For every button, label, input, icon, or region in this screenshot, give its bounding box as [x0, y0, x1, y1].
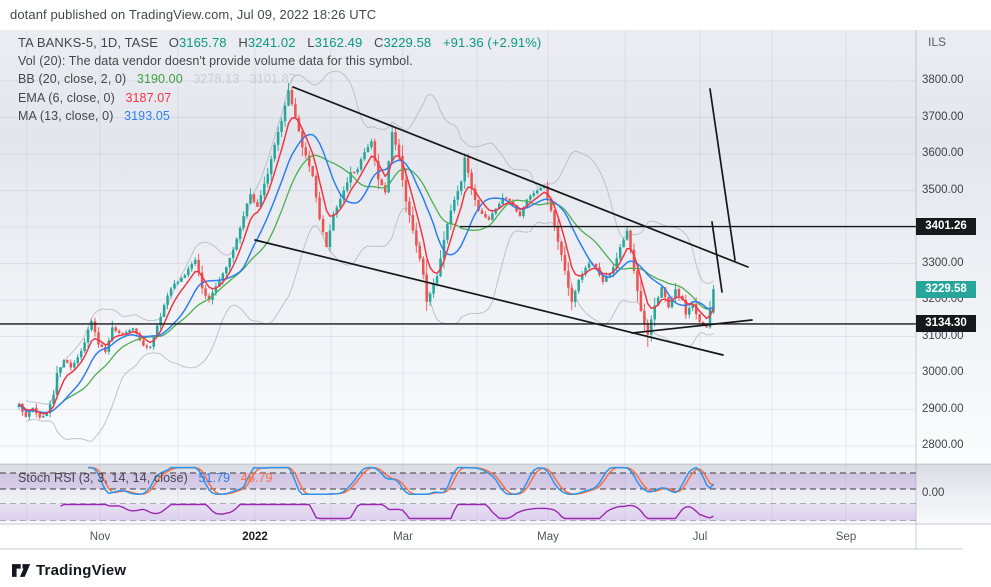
ma-value: 3193.05 — [124, 109, 170, 123]
stoch-zero-tick: 0.00 — [922, 487, 945, 499]
price-tick: 3600.00 — [922, 147, 964, 159]
ema-value: 3187.07 — [125, 90, 172, 105]
time-tick: Jul — [692, 531, 708, 543]
price-tick: 3000.00 — [922, 366, 964, 378]
time-tick: Nov — [89, 531, 111, 543]
high-value: 3241.02 — [247, 35, 296, 50]
stoch-k-value: 51.79 — [198, 471, 231, 485]
legend-bb-row: BB (20, close, 2, 0) 3190.00 3278.13 310… — [18, 72, 296, 86]
time-tick: May — [537, 531, 559, 543]
close-key: C — [374, 35, 384, 50]
legend-volume-row: Vol (20): The data vendor doesn't provid… — [18, 54, 413, 68]
ema-name: EMA (6, close, 0) — [18, 90, 115, 105]
price-tick: 2800.00 — [922, 439, 964, 451]
footer: TradingView — [0, 553, 991, 587]
low-value: 3162.49 — [314, 35, 363, 50]
volume-notice: Vol (20): The data vendor doesn't provid… — [18, 54, 413, 68]
open-key: O — [168, 35, 179, 50]
change-value: +91.36 (+2.91%) — [442, 35, 542, 50]
close-value: 3229.58 — [383, 35, 432, 50]
publish-text: dotanf published on TradingView.com, Jul… — [10, 7, 377, 22]
price-tick: 3100.00 — [922, 329, 964, 342]
bb-upper-value: 3278.13 — [193, 72, 240, 86]
high-key: H — [238, 35, 248, 50]
legend-ma-row: MA (13, close, 0) 3193.05 — [18, 109, 170, 123]
legend-stoch-row: Stoch RSI (3, 3, 14, 14, close) 51.79 48… — [18, 471, 273, 485]
bb-lower-value: 3101.87 — [249, 72, 296, 86]
legend-symbol-row: TA BANKS-5, 1D, TASE O3165.78 H3241.02 L… — [18, 35, 541, 50]
time-tick: 2022 — [242, 531, 268, 543]
price-badge: 3229.58 — [916, 280, 976, 298]
low-key: L — [307, 35, 315, 50]
bb-value: 3190.00 — [136, 72, 183, 86]
price-badge: 3134.30 — [916, 315, 976, 333]
legend-ema-row: EMA (6, close, 0) 3187.07 — [18, 91, 171, 105]
ma-name: MA (13, close, 0) — [18, 109, 114, 123]
time-tick: Sep — [835, 531, 857, 543]
stoch-d-value: 48.79 — [240, 471, 273, 485]
price-tick: 3800.00 — [922, 74, 964, 86]
price-tick: 3500.00 — [922, 183, 964, 196]
currency-label: ILS — [928, 35, 947, 49]
price-badge: 3401.26 — [916, 218, 976, 236]
stoch-name: Stoch RSI (3, 3, 14, 14, close) — [18, 471, 188, 485]
publish-bar: dotanf published on TradingView.com, Jul… — [0, 0, 991, 30]
price-tick: 3300.00 — [922, 256, 964, 269]
time-tick: Mar — [393, 531, 413, 543]
price-tick: 2900.00 — [922, 402, 964, 415]
open-value: 3165.78 — [178, 35, 227, 50]
tradingview-brand[interactable]: TradingView — [12, 562, 126, 579]
tradingview-wordmark: TradingView — [36, 562, 127, 579]
price-tick: 3700.00 — [922, 110, 964, 123]
bb-name: BB (20, close, 2, 0) — [18, 72, 127, 86]
symbol-title: TA BANKS-5, 1D, TASE — [18, 35, 158, 50]
tradingview-logo-icon — [12, 564, 31, 577]
